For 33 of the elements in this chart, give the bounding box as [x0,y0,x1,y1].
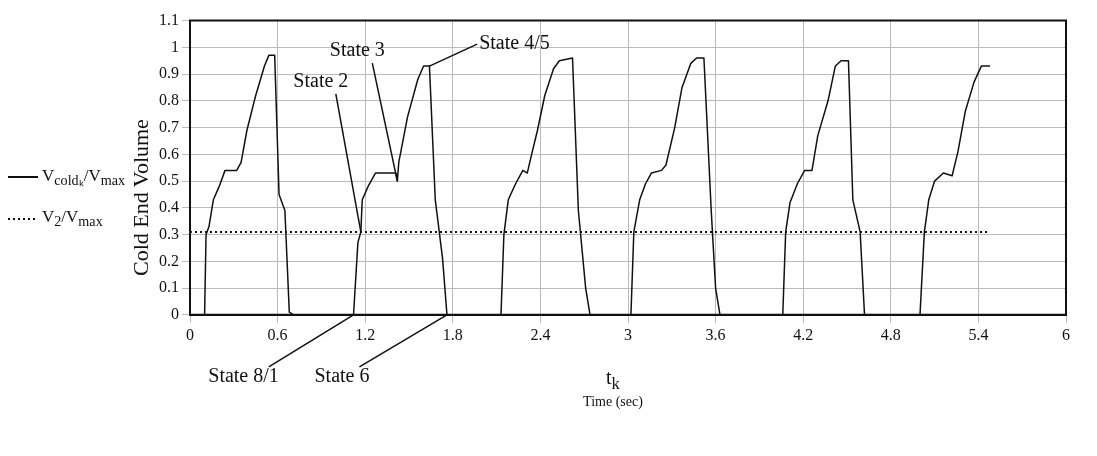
x-tick-label: 0.6 [267,325,288,343]
x-tick-label: 4.2 [793,325,814,343]
annotation: State 2 [293,69,349,92]
x-axis-title: t$_{k}$ [606,366,620,393]
y-tick-label: 0.3 [159,224,179,242]
y-tick-label: 1.1 [159,10,179,28]
y-tick-label: 0.7 [159,117,179,135]
y-tick-label: 0 [171,305,179,322]
y-tick-label: 0.5 [159,171,179,189]
y-tick-label: 0.4 [159,198,179,216]
y-tick-label: 0.6 [159,144,179,162]
x-tick-label: 3.6 [705,325,726,343]
y-tick-label: 0.8 [159,91,179,109]
annotation: State 6 [314,364,370,387]
legend-label: V$_{coldₖ}$/V$_{max}$ [42,165,126,189]
x-tick-label: 6 [1062,325,1070,343]
y-axis-title: Cold End Volume [128,118,154,279]
annotation: State 3 [329,38,385,61]
annotation: State 4/5 [479,31,550,54]
x-tick-label: 4.8 [880,325,901,343]
x-tick-label: 0 [186,325,194,343]
x-tick-label: 1.8 [442,325,463,343]
legend-label: V$_{2}$/V$_{max}$ [42,207,103,231]
y-tick-label: 0.9 [159,64,179,82]
text: Time (sec) [582,394,644,410]
y-tick-label: 0.2 [159,251,179,269]
x-tick-label: 1.2 [355,325,376,343]
x-tick-label: 2.4 [530,325,551,343]
x-tick-label: 5.4 [968,325,989,343]
y-tick-label: 0.1 [159,278,179,296]
annotation: State 8/1 [208,364,279,387]
y-tick-label: 1 [171,37,179,55]
x-tick-label: 3 [624,325,632,343]
